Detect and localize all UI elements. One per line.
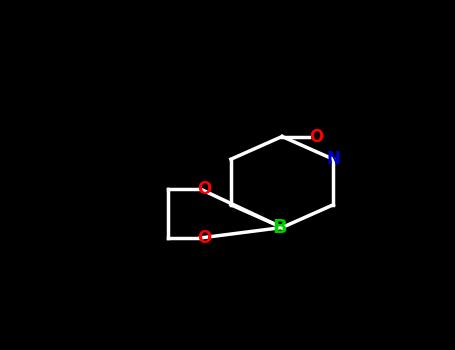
Text: B: B xyxy=(273,218,287,237)
Text: O: O xyxy=(197,229,212,247)
Text: O: O xyxy=(197,180,212,198)
Text: O: O xyxy=(309,127,324,146)
Text: N: N xyxy=(326,150,340,168)
